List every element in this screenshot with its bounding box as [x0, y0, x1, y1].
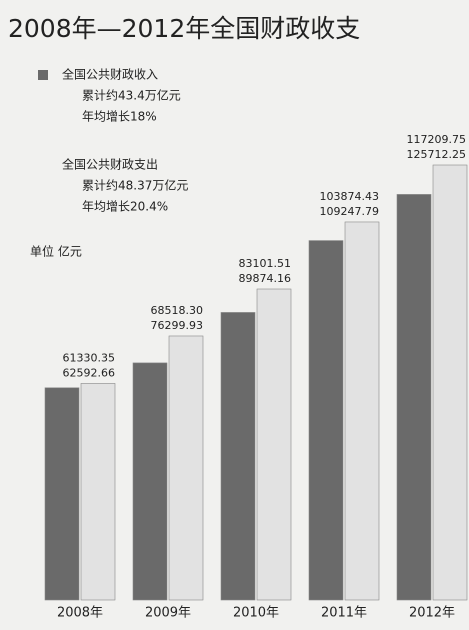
legend-label: 全国公共财政支出	[62, 157, 158, 172]
legend-label: 全国公共财政收入	[62, 67, 158, 82]
x-tick-label: 2008年	[57, 606, 103, 621]
value-label: 68518.30	[151, 304, 204, 317]
bar	[132, 362, 168, 601]
chart-title: 2008年—2012年全国财政收支	[8, 14, 360, 43]
bar	[256, 288, 292, 601]
value-label: 62592.66	[63, 366, 116, 379]
x-tick-label: 2011年	[321, 606, 367, 621]
legend-note: 年均增长20.4%	[82, 200, 168, 214]
value-label: 103874.43	[320, 190, 380, 203]
value-label: 125712.25	[407, 148, 467, 161]
x-tick-label: 2012年	[409, 606, 455, 621]
bar	[396, 194, 432, 601]
x-tick-label: 2010年	[233, 606, 279, 621]
unit-note: 单位 亿元	[30, 244, 82, 259]
bar	[44, 387, 80, 601]
legend-note: 累计约43.4万亿元	[82, 88, 181, 103]
value-label: 76299.93	[151, 319, 204, 332]
bar	[344, 221, 380, 601]
bar	[432, 164, 468, 601]
value-label: 117209.75	[407, 133, 467, 146]
value-label: 83101.51	[239, 257, 292, 270]
bar	[80, 383, 116, 601]
value-label: 109247.79	[320, 205, 380, 218]
legend-note: 累计约48.37万亿元	[82, 178, 188, 193]
bar	[308, 240, 344, 601]
legend-swatch	[38, 70, 48, 80]
bar	[168, 335, 204, 601]
value-label: 89874.16	[239, 272, 292, 285]
value-label: 61330.35	[63, 351, 116, 364]
bar	[220, 312, 256, 601]
legend-note: 年均增长18%	[82, 110, 157, 124]
x-tick-label: 2009年	[145, 606, 191, 621]
